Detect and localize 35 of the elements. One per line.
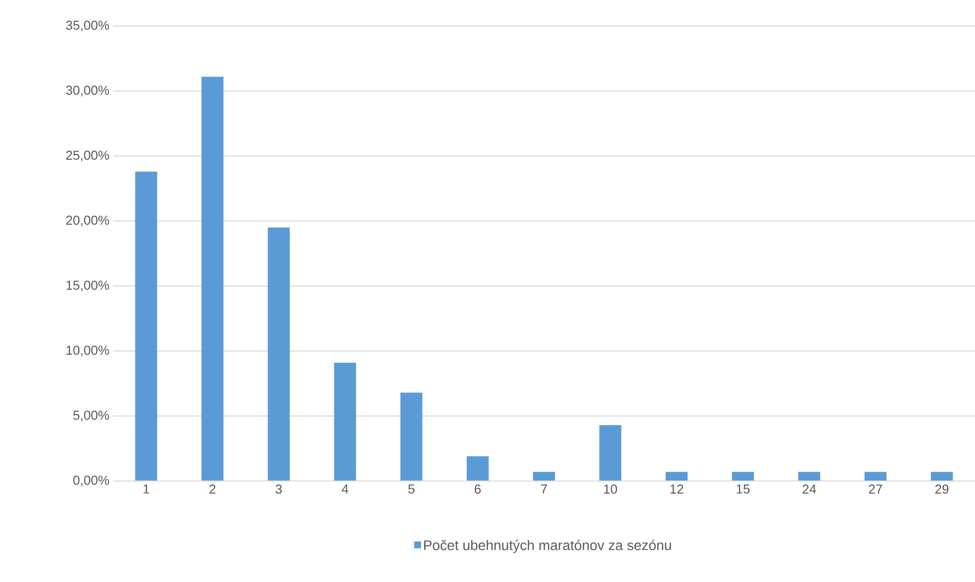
legend-label: Počet ubehnutých maratónov za sezónu <box>424 540 671 553</box>
bar <box>268 227 290 481</box>
x-tick-label: 2 <box>210 484 216 494</box>
y-tick-label: 10,00% <box>66 346 110 356</box>
y-tick-label: 0,00% <box>73 476 110 486</box>
y-tick-label: 15,00% <box>66 280 110 292</box>
x-tick-label: 5 <box>408 484 414 494</box>
bar <box>400 392 422 481</box>
x-tick-label: 1 <box>144 484 150 494</box>
bar <box>666 472 688 481</box>
x-tick-label: 7 <box>541 484 547 494</box>
x-tick-label: 27 <box>869 484 882 494</box>
x-tick-label: 10 <box>604 484 618 494</box>
x-tick-label: 24 <box>802 484 816 494</box>
bar <box>599 425 622 481</box>
x-tick-label: 4 <box>342 484 348 494</box>
x-tick-label: 6 <box>474 484 481 494</box>
x-tick-label: 15 <box>736 484 750 494</box>
x-tick-label: 29 <box>935 484 948 494</box>
y-tick-label: 25,00% <box>66 150 110 162</box>
y-tick-label: 30,00% <box>66 86 110 96</box>
bar <box>334 362 356 481</box>
bar <box>864 472 887 481</box>
bar <box>201 76 224 481</box>
bar <box>798 472 820 481</box>
bar <box>732 472 754 481</box>
y-tick-label: 35,00% <box>66 20 110 32</box>
bar <box>930 472 953 481</box>
x-tick-label: 3 <box>276 484 282 494</box>
bar <box>135 172 158 481</box>
bar <box>466 456 489 481</box>
y-tick-label: 5,00% <box>73 410 110 422</box>
x-tick-label: 12 <box>670 484 684 494</box>
y-tick-label: 20,00% <box>66 216 110 226</box>
bar <box>533 472 556 481</box>
